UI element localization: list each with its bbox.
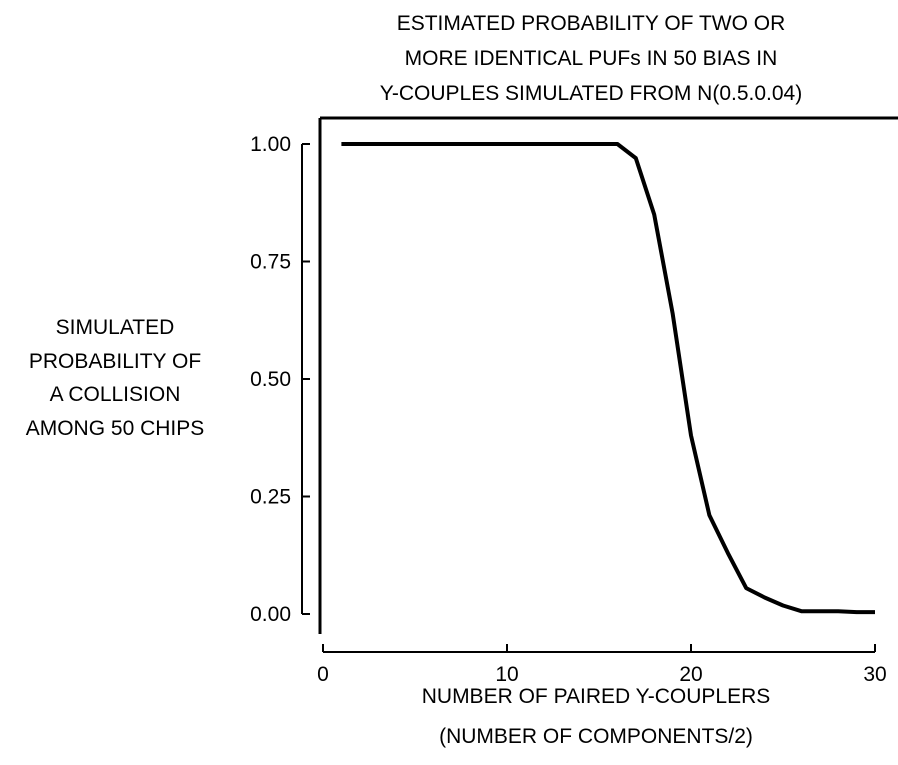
- series-layer: [341, 144, 875, 612]
- y-axis-label-line-3: A COLLISION: [50, 383, 181, 406]
- y-axis-label-line-4: AMONG 50 CHIPS: [26, 417, 205, 440]
- chart-title-line-1: ESTIMATED PROBABILITY OF TWO OR: [397, 12, 786, 35]
- y-axis-label: SIMULATED PROBABILITY OF A COLLISION AMO…: [26, 316, 205, 440]
- x-axis: 0 10 20 30: [317, 644, 887, 686]
- chart-title-line-2: MORE IDENTICAL PUFs IN 50 BIAS IN: [405, 47, 778, 70]
- chart-title-line-3: Y-COUPLES SIMULATED FROM N(0.5.0.04): [380, 82, 802, 105]
- y-tick-label: 0.00: [250, 603, 291, 626]
- y-tick-label: 1.00: [250, 133, 291, 156]
- y-tick-label: 0.75: [250, 251, 291, 274]
- x-axis-label-line-1: NUMBER OF PAIRED Y-COUPLERS: [422, 685, 771, 708]
- x-tick-label: 20: [679, 663, 702, 686]
- y-axis-label-line-1: SIMULATED: [56, 316, 175, 339]
- y-axis: 0.00 0.25 0.50 0.75 1.00: [250, 133, 310, 626]
- y-tick-label: 0.25: [250, 486, 291, 509]
- series-line: [341, 144, 875, 612]
- x-tick-label: 10: [495, 663, 518, 686]
- x-tick-label: 30: [863, 663, 886, 686]
- y-tick-label: 0.50: [250, 368, 291, 391]
- plot-frame: [320, 118, 898, 634]
- y-axis-label-line-2: PROBABILITY OF: [29, 350, 201, 373]
- x-tick-label: 0: [317, 663, 329, 686]
- chart-title: ESTIMATED PROBABILITY OF TWO OR MORE IDE…: [380, 12, 802, 105]
- x-axis-label-line-2: (NUMBER OF COMPONENTS/2): [439, 725, 753, 748]
- x-axis-label: NUMBER OF PAIRED Y-COUPLERS (NUMBER OF C…: [422, 685, 771, 748]
